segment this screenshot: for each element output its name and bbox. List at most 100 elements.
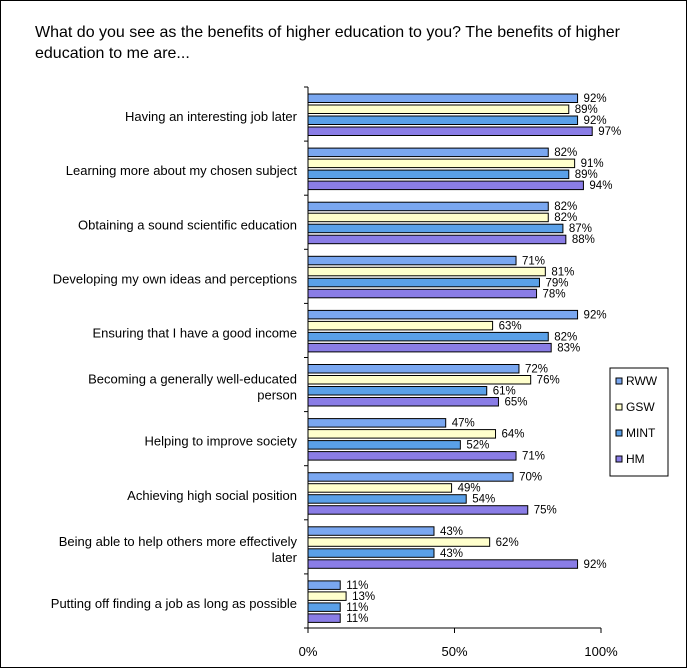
bar-mint (307, 277, 540, 288)
category-label: Learning more about my chosen subject (66, 163, 298, 178)
bar-mint (307, 548, 435, 558)
data-label: 76% (537, 375, 560, 387)
bar-rww (307, 201, 549, 212)
x-tick-label: 100% (584, 644, 618, 659)
legend-label: GSW (626, 400, 655, 414)
data-label: 61% (493, 386, 516, 398)
legend-label: HM (626, 452, 645, 466)
data-label: 71% (522, 451, 545, 463)
data-label: 89% (575, 169, 598, 181)
data-label: 47% (452, 418, 475, 430)
data-label: 52% (466, 440, 489, 452)
data-label: 92% (584, 309, 607, 321)
data-label: 75% (534, 505, 557, 517)
bar-gsw (307, 375, 532, 385)
category-label: later (272, 550, 298, 565)
bar-rww (307, 472, 514, 482)
data-label: 82% (554, 201, 577, 213)
category-label: Ensuring that I have a good income (92, 325, 297, 340)
bar-hm (307, 559, 579, 569)
bar-rww (307, 418, 447, 428)
bar-gsw (307, 320, 494, 331)
bar-gsw (307, 104, 570, 114)
data-label: 65% (504, 397, 527, 409)
bar-hm (307, 126, 593, 136)
category-label: Having an interesting job later (125, 109, 298, 124)
data-label: 89% (575, 104, 598, 116)
x-tick-label: 50% (441, 644, 467, 659)
category-label: Developing my own ideas and perceptions (53, 271, 298, 286)
data-label: 92% (584, 559, 607, 571)
bar-gsw (307, 429, 497, 439)
category-label: Being able to help others more effective… (59, 534, 298, 549)
bar-mint (307, 331, 549, 342)
data-label: 82% (554, 147, 577, 159)
legend-label: MINT (626, 426, 656, 440)
data-label: 82% (554, 212, 577, 224)
bar-rww (307, 255, 517, 266)
category-label: person (257, 388, 297, 403)
data-label: 87% (569, 223, 592, 235)
data-label: 63% (499, 320, 522, 332)
data-label: 81% (551, 266, 574, 278)
bar-hm (307, 180, 584, 191)
legend-swatch-mint (615, 429, 623, 437)
data-label: 92% (584, 115, 607, 127)
bar-rww (307, 526, 435, 536)
bar-gsw (307, 266, 546, 277)
category-label: Becoming a generally well-educated (88, 372, 297, 387)
bar-rww (307, 364, 520, 374)
bar-mint (307, 440, 461, 450)
bar-gsw (307, 483, 453, 493)
data-label: 49% (458, 483, 481, 495)
bar-gsw (307, 212, 549, 223)
legend-swatch-gsw (615, 403, 623, 411)
bar-mint (307, 169, 570, 180)
data-label: 94% (589, 180, 612, 192)
category-label: Putting off finding a job as long as pos… (51, 596, 297, 611)
bar-hm (307, 234, 567, 245)
data-label: 97% (598, 126, 621, 138)
bar-rww (307, 309, 579, 320)
bar-rww (307, 580, 341, 590)
bar-rww (307, 147, 549, 158)
legend-swatch-hm (615, 455, 623, 463)
bar-gsw (307, 158, 576, 169)
bar-rww (307, 93, 579, 103)
bar-hm (307, 505, 529, 515)
data-label: 62% (496, 537, 519, 549)
legend-swatch-rww (615, 377, 623, 385)
data-label: 11% (346, 580, 368, 592)
category-label: Obtaining a sound scientific education (78, 217, 297, 232)
bar-gsw (307, 537, 491, 547)
data-label: 82% (554, 331, 577, 343)
data-label: 70% (519, 472, 542, 484)
chart-title: What do you see as the benefits of highe… (35, 24, 620, 62)
data-label: 79% (545, 277, 568, 289)
x-tick-label: 0% (299, 644, 318, 659)
bar-hm (307, 342, 552, 353)
bar-gsw (307, 591, 347, 601)
data-label: 88% (572, 234, 595, 246)
data-label: 43% (440, 548, 463, 560)
data-label: 11% (346, 613, 368, 625)
bar-hm (307, 613, 341, 623)
bar-mint (307, 494, 467, 504)
bar-mint (307, 386, 488, 396)
data-label: 91% (581, 158, 604, 170)
data-label: 64% (502, 429, 525, 441)
data-label: 92% (584, 93, 607, 105)
data-label: 72% (525, 364, 548, 376)
data-label: 78% (543, 288, 566, 300)
bar-hm (307, 451, 517, 461)
data-label: 83% (557, 342, 580, 354)
category-label: Achieving high social position (127, 488, 297, 503)
bar-mint (307, 223, 564, 234)
bar-hm (307, 288, 538, 299)
bar-mint (307, 602, 341, 612)
data-label: 71% (522, 255, 545, 267)
bar-mint (307, 115, 579, 125)
legend-label: RWW (626, 374, 658, 388)
